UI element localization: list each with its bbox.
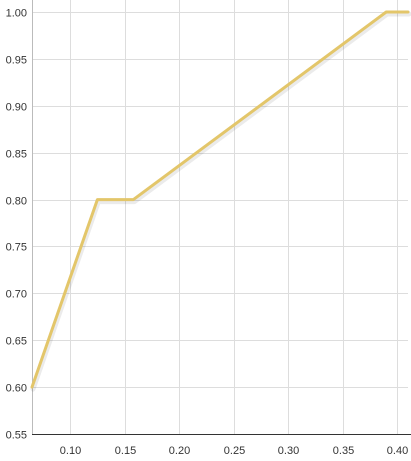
y-tick-label: 0.90 <box>6 102 27 114</box>
x-tick-label: 0.10 <box>60 445 81 457</box>
y-tick-label: 0.55 <box>6 430 27 442</box>
y-tick-label: 0.75 <box>6 242 27 254</box>
y-tick-label: 1.00 <box>6 8 27 20</box>
axes <box>32 0 411 435</box>
x-tick-label: 0.30 <box>278 445 299 457</box>
series-layer <box>30 10 411 392</box>
y-tick-label: 0.70 <box>6 289 27 301</box>
x-tick-label: 0.25 <box>224 445 245 457</box>
grid <box>32 0 408 435</box>
tick-labels: 0.55 0.60 0.65 0.70 0.75 0.80 0.85 0.90 0.95 1.00… <box>6 8 409 458</box>
x-tick-label: 0.20 <box>169 445 190 457</box>
x-tick-label: 0.35 <box>333 445 354 457</box>
y-tick-label: 0.60 <box>6 383 27 395</box>
y-tick-label: 0.85 <box>6 149 27 161</box>
x-tick-label: 0.15 <box>115 445 136 457</box>
x-tick-label: 0.40 <box>387 445 408 457</box>
y-tick-label: 0.80 <box>6 196 27 208</box>
y-tick-label: 0.65 <box>6 336 27 348</box>
series-line-shadow <box>30 11 411 392</box>
series-line <box>30 10 410 389</box>
y-tick-label: 0.95 <box>6 55 27 67</box>
